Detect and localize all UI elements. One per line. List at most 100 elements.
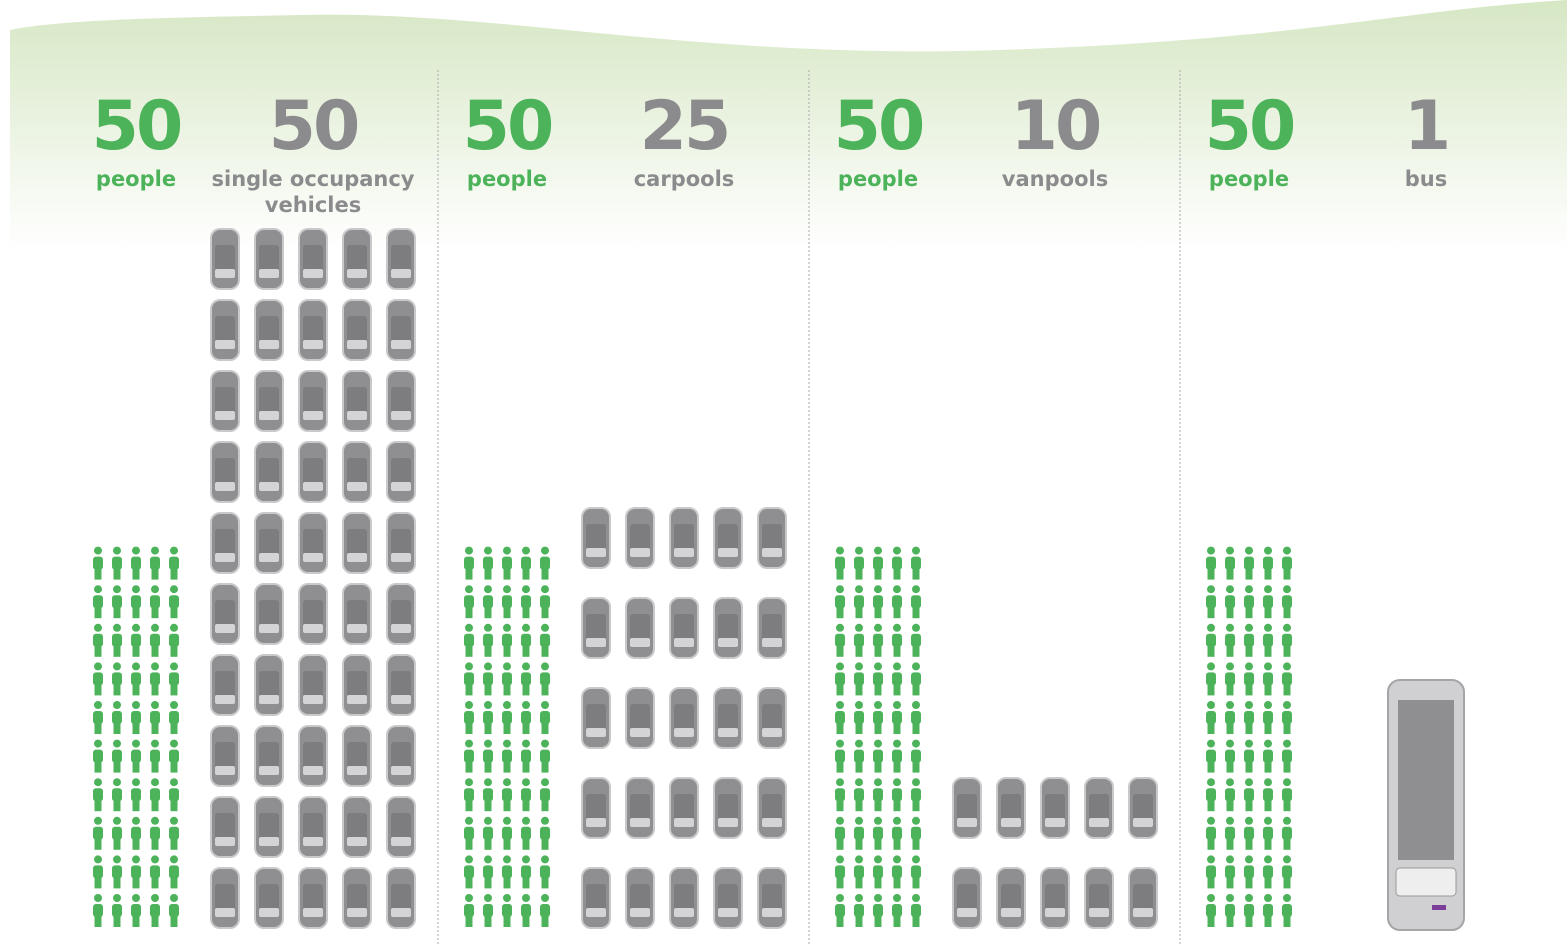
person-legs [856, 645, 863, 657]
person-legs [837, 915, 844, 927]
person-icon [502, 624, 512, 657]
person-icon [521, 855, 531, 888]
person-head [1245, 740, 1253, 748]
car-icon [1085, 868, 1113, 928]
person-icon [835, 662, 845, 695]
person-head [151, 855, 159, 863]
person-icon [835, 624, 845, 657]
person-legs [1208, 761, 1215, 773]
person-legs [171, 876, 178, 888]
person-legs [913, 606, 920, 618]
person-icon [464, 778, 474, 811]
person-icon [502, 585, 512, 618]
car-icon [387, 442, 415, 502]
person-head [170, 662, 178, 670]
person-legs [466, 838, 473, 850]
person-icon [93, 894, 103, 927]
car-icon [670, 508, 698, 568]
person-head [151, 894, 159, 902]
person-icon [169, 894, 179, 927]
person-head [522, 624, 530, 632]
person-legs [523, 876, 530, 888]
person-icon [1282, 662, 1292, 695]
person-head [1226, 778, 1234, 786]
car-windshield [347, 908, 367, 917]
person-icon [1244, 778, 1254, 811]
person-head [912, 894, 920, 902]
person-head [503, 585, 511, 593]
person-icon [835, 894, 845, 927]
car-icon [582, 778, 610, 838]
person-legs [95, 915, 102, 927]
person-head [465, 585, 473, 593]
person-head [836, 662, 844, 670]
person-legs [542, 645, 549, 657]
person-legs [913, 799, 920, 811]
person-icon [150, 585, 160, 618]
person-head [94, 740, 102, 748]
car-icon [582, 598, 610, 658]
person-head [465, 701, 473, 709]
person-icon [854, 662, 864, 695]
car-icon [670, 778, 698, 838]
person-icon [464, 624, 474, 657]
car-windshield [762, 728, 782, 737]
person-icon [521, 701, 531, 734]
person-head [484, 817, 492, 825]
vehicle-label: vanpools [950, 166, 1160, 192]
person-legs [485, 722, 492, 734]
car-windshield [718, 818, 738, 827]
car-windshield [303, 766, 323, 775]
person-icon [464, 585, 474, 618]
person-icon [131, 624, 141, 657]
person-head [1226, 547, 1234, 555]
person-head [1264, 585, 1272, 593]
person-icon [1206, 894, 1216, 927]
car-icon [758, 778, 786, 838]
person-icon [169, 585, 179, 618]
car-windshield [391, 837, 411, 846]
person-icon [1206, 547, 1216, 580]
person-legs [1284, 915, 1291, 927]
person-icon [150, 740, 160, 773]
person-legs [875, 838, 882, 850]
person-legs [152, 645, 159, 657]
person-icon [502, 547, 512, 580]
car-icon [299, 584, 327, 644]
person-head [1226, 855, 1234, 863]
person-legs [1227, 876, 1234, 888]
person-legs [133, 568, 140, 580]
vehicle-count: 25 [574, 92, 794, 162]
person-head [132, 662, 140, 670]
person-legs [152, 606, 159, 618]
person-icon [911, 624, 921, 657]
person-legs [504, 915, 511, 927]
car-windshield [347, 482, 367, 491]
person-legs [1246, 645, 1253, 657]
car-windshield [674, 548, 694, 557]
person-legs [875, 722, 882, 734]
person-legs [466, 876, 473, 888]
person-legs [1208, 876, 1215, 888]
person-icon [483, 662, 493, 695]
vehicle-label: carpools [579, 166, 789, 192]
person-legs [504, 799, 511, 811]
person-head [836, 740, 844, 748]
person-icon [502, 662, 512, 695]
person-legs [152, 761, 159, 773]
car-icon [255, 513, 283, 573]
person-legs [837, 683, 844, 695]
person-head [893, 662, 901, 670]
car-windshield [347, 766, 367, 775]
person-icon [1263, 740, 1273, 773]
person-icon [1206, 662, 1216, 695]
car-windshield [674, 818, 694, 827]
car-icon [714, 598, 742, 658]
car-windshield [391, 269, 411, 278]
person-icon [464, 817, 474, 850]
person-legs [913, 722, 920, 734]
person-legs [114, 606, 121, 618]
person-icon [464, 547, 474, 580]
person-head [170, 894, 178, 902]
person-legs [1227, 722, 1234, 734]
